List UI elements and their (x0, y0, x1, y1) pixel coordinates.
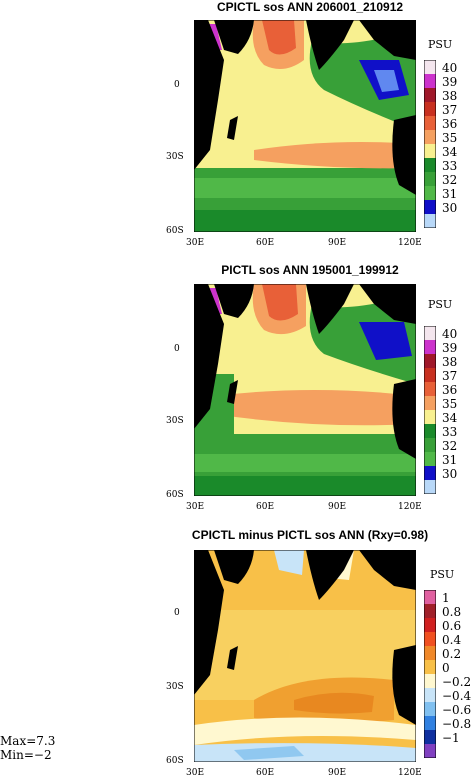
arabian-sea-core (262, 284, 298, 321)
indonesia-fresh (359, 322, 412, 360)
panel1-colorbar-tick: 39 (442, 75, 458, 89)
panel1-lat-30s: 30S (166, 152, 184, 162)
panel2-map (194, 284, 416, 496)
panel1-colorbar-tick: 40 (442, 61, 458, 75)
diff-positive-peak (294, 692, 374, 714)
panel1-colorbar-unit: PSU (428, 38, 453, 51)
panel3-colorbar-tick: 0 (442, 661, 450, 675)
panel3-colorbar-tick: 0.2 (442, 647, 462, 661)
east-low-salinity (309, 30, 416, 130)
india-land (306, 20, 354, 70)
panel2-colorbar-tick: 39 (442, 341, 458, 355)
panel1-lon-30e: 30E (186, 238, 205, 248)
panel1-lat-60s: 60S (166, 226, 184, 236)
panel2-colorbar-tick: 37 (442, 369, 458, 383)
panel3-colorbar-tick: 0.4 (442, 633, 462, 647)
panel1-colorbar-tick: 33 (442, 159, 458, 173)
panel2-colorbar-tick: 33 (442, 425, 458, 439)
panel1-lon-60e: 60E (256, 238, 275, 248)
panel3-colorbar-tick: 0.8 (442, 605, 462, 619)
orange-band (254, 142, 416, 169)
panel3-colorbar-tick: 1 (442, 591, 450, 605)
indonesia-fresh-2 (374, 70, 399, 92)
panel1-lon-90e: 90E (328, 238, 347, 248)
panel2-lon-60e: 60E (256, 502, 275, 512)
panel1-colorbar-tick: 35 (442, 131, 458, 145)
panel3-colorbar-tick: 0.6 (442, 619, 462, 633)
panel3-colorbar (423, 589, 437, 759)
diff-negative-south (194, 743, 416, 762)
southeast-asia-land (359, 20, 416, 60)
diff-negative-patch (234, 746, 304, 760)
panel2-colorbar-tick: 35 (442, 397, 458, 411)
arabia-land (214, 20, 254, 54)
panel3-lat-0: 0 (174, 608, 180, 618)
arabian-sea-core (262, 20, 296, 55)
panel1-colorbar (423, 59, 437, 229)
mid-band (194, 178, 416, 198)
panel2-lon-90e: 90E (328, 502, 347, 512)
panel1-colorbar-tick: 30 (442, 201, 458, 215)
panel1-lat-0: 0 (174, 80, 180, 90)
panel3-lon-30e: 30E (186, 768, 205, 778)
panel1-colorbar-tick: 37 (442, 103, 458, 117)
panel1-colorbar-tick: 32 (442, 173, 458, 187)
max-stat: Max=7.3 (0, 734, 56, 748)
deep-south (194, 210, 416, 232)
panel3-colorbar-tick: −0.6 (442, 703, 472, 717)
panel2-lat-0: 0 (174, 344, 180, 354)
panel3-map (194, 550, 416, 762)
min-stat: Min=−2 (0, 748, 52, 762)
panel3-lon-90e: 90E (328, 768, 347, 778)
panel3-colorbar-tick: −0.4 (442, 689, 472, 703)
panel1-colorbar-tick: 36 (442, 117, 458, 131)
panel1-colorbar-tick: 31 (442, 187, 458, 201)
diff-negative-arabian (274, 550, 304, 575)
panel3-lon-120e: 120E (398, 768, 422, 778)
australia-land (392, 115, 416, 195)
panel2-lon-30e: 30E (186, 502, 205, 512)
panel2-colorbar-unit: PSU (428, 298, 453, 311)
panel2-colorbar-tick: 38 (442, 355, 458, 369)
panel3-colorbar-tick: −0.8 (442, 717, 472, 731)
panel3-lon-60e: 60E (256, 768, 275, 778)
panel3-lat-30s: 30S (166, 682, 184, 692)
panel1-colorbar-tick: 38 (442, 89, 458, 103)
panel1-title: CPICTL sos ANN 206001_210912 (216, 0, 404, 14)
panel1-colorbar-tick: 34 (442, 145, 458, 159)
madagascar-land (227, 116, 238, 140)
panel2-colorbar-tick: 36 (442, 383, 458, 397)
panel1-lon-120e: 120E (398, 238, 422, 248)
panel2-lat-60s: 60S (166, 490, 184, 500)
panel3-colorbar-unit: PSU (430, 568, 455, 581)
panel3-colorbar-tick: −1 (442, 731, 460, 745)
panel2-colorbar-tick: 40 (442, 327, 458, 341)
panel2-colorbar-tick: 34 (442, 411, 458, 425)
panel3-colorbar-tick: −0.2 (442, 675, 472, 689)
diff-near-zero-band (194, 717, 416, 745)
africa-land (194, 20, 224, 170)
panel2-title: PICTL sos ANN 195001_199912 (221, 263, 399, 277)
panel2-colorbar (423, 325, 437, 495)
panel2-colorbar-tick: 32 (442, 439, 458, 453)
east-low-salinity (309, 294, 416, 384)
panel2-lon-120e: 120E (398, 502, 422, 512)
panel2-colorbar-tick: 31 (442, 453, 458, 467)
panel3-lat-60s: 60S (166, 756, 184, 766)
orange-band (214, 390, 416, 426)
panel2-colorbar-tick: 30 (442, 467, 458, 481)
panel3-title: CPICTL minus PICTL sos ANN (Rxy=0.98) (191, 528, 429, 542)
panel1-map (194, 20, 416, 232)
panel2-lat-30s: 30S (166, 416, 184, 426)
